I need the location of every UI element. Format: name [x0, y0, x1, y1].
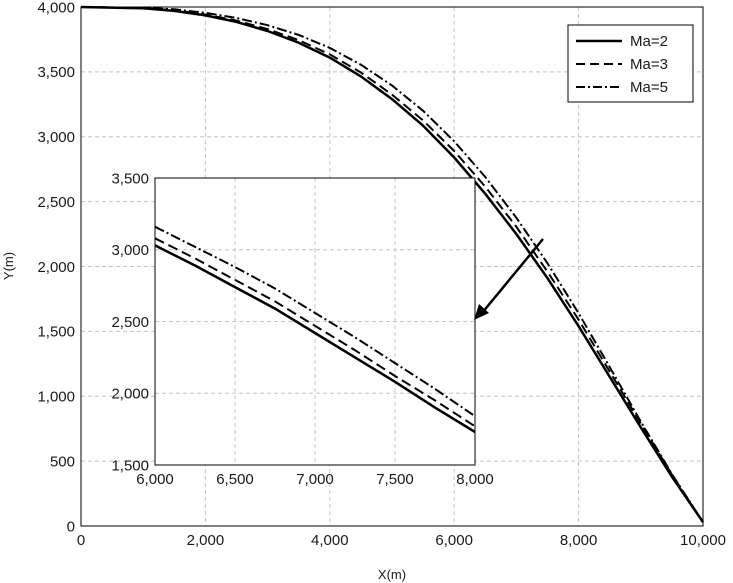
main-y-tick-label: 2,500 [37, 194, 75, 211]
main-y-tick-label: 4,000 [37, 0, 75, 16]
inset-y-tick-label: 2,000 [111, 386, 149, 403]
main-y-tick-label: 3,500 [37, 64, 75, 81]
inset-y-tick-label: 3,000 [111, 242, 149, 259]
inset-x-tick-label: 6,000 [136, 471, 174, 488]
main-x-tick-label: 10,000 [680, 532, 726, 549]
inset-series-lines [154, 225, 476, 434]
main-x-tick-label: 6,000 [435, 532, 473, 549]
inset-y-tick-label: 1,500 [111, 457, 149, 474]
inset-plot: 6,000 6,500 7,000 7,500 8,000 1,500 2,000 2,50… [111, 170, 493, 488]
main-plot-frame [80, 6, 704, 527]
main-y-tick-label: 3,000 [37, 129, 75, 146]
main-y-tick-label: 0 [67, 518, 75, 535]
inset-x-tick-label: 6,500 [216, 471, 254, 488]
main-x-tick-label: 2,000 [187, 532, 225, 549]
inset-line-ma3 [154, 237, 476, 428]
legend: Ma=2 Ma=3 Ma=5 [567, 24, 694, 103]
main-line-ma2 [80, 5, 705, 523]
main-x-tick-label: 8,000 [560, 532, 598, 549]
main-y-tick-label: 2,000 [37, 259, 75, 276]
main-y-tick-label: 1,500 [37, 324, 75, 341]
main-x-tick-label: 4,000 [311, 532, 349, 549]
zoom-arrow-head [474, 304, 489, 320]
inset-x-tick-label: 7,500 [376, 471, 414, 488]
legend-label-ma3: Ma=3 [630, 56, 668, 73]
main-y-tick-labels: 0 500 1,000 1,500 2,000 2,500 3,000 3,500 4,000 [37, 0, 75, 535]
inset-y-tick-label: 3,500 [111, 170, 149, 187]
inset-x-tick-labels: 6,000 6,500 7,000 7,500 8,000 [136, 471, 494, 488]
main-line-ma5 [80, 6, 704, 523]
inset-y-tick-label: 2,500 [111, 314, 149, 331]
zoom-arrow-shaft [481, 238, 544, 314]
inset-y-tick-labels: 1,500 2,000 2,500 3,000 3,500 [111, 170, 149, 474]
inset-x-tick-label: 7,000 [296, 471, 334, 488]
inset-line-ma2 [154, 244, 476, 434]
main-line-ma3 [80, 6, 704, 523]
main-series-lines [80, 5, 705, 523]
y-axis-title: Y(m) [1, 252, 16, 280]
main-y-tick-label: 500 [50, 453, 75, 470]
inset-line-ma5 [154, 225, 476, 418]
legend-label-ma2: Ma=2 [630, 33, 668, 50]
inset-x-tick-label: 8,000 [456, 471, 494, 488]
x-axis-title: X(m) [378, 567, 406, 582]
zoom-arrow [474, 238, 544, 320]
main-x-tick-labels: 0 2,000 4,000 6,000 8,000 10,000 [77, 532, 726, 549]
legend-label-ma5: Ma=5 [630, 79, 668, 96]
inset-frame [154, 177, 476, 466]
main-x-tick-label: 0 [77, 532, 85, 549]
main-y-tick-label: 1,000 [37, 389, 75, 406]
legend-box [567, 24, 694, 103]
